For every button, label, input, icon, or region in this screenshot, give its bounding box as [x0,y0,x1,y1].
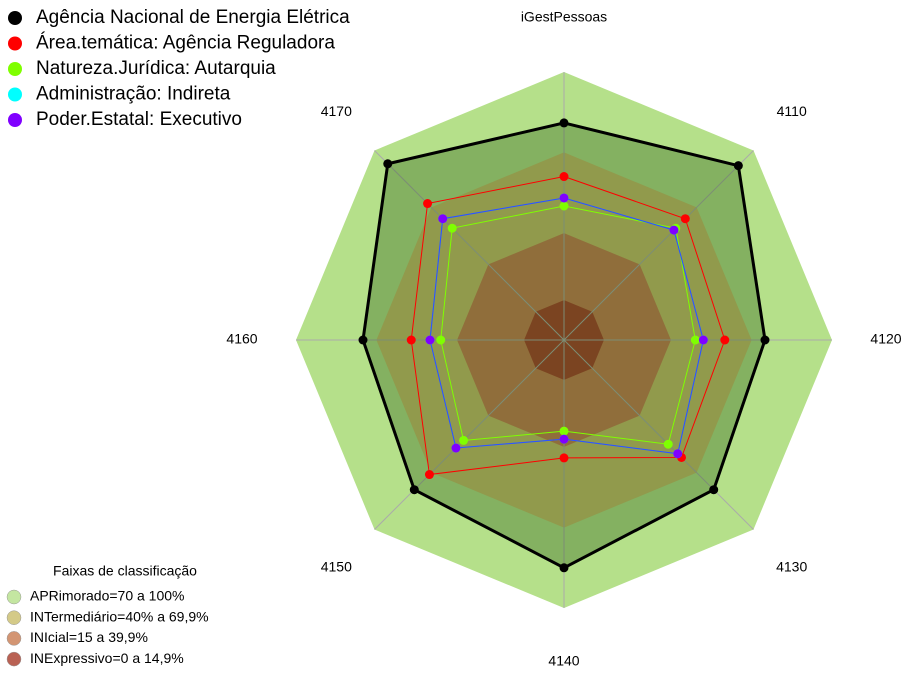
legend-marker [8,87,22,102]
series-point [559,201,569,211]
series-point [436,335,446,345]
axis-label: 4120 [870,331,901,347]
series-point [559,434,569,444]
axis-label: iGestPessoas [521,9,607,25]
series-point [559,193,569,203]
axis-label: 4150 [321,558,352,574]
band-legend-marker [6,589,22,605]
series-point [447,223,457,233]
band-legend-marker [6,651,22,667]
series-point [406,335,416,345]
series-point [459,435,469,445]
band-legend-marker [6,631,22,646]
series-point [760,335,770,345]
legend-label: Poder.Estatal: Executivo [36,109,242,130]
series-point [559,118,569,128]
series-point [383,159,393,169]
series-point [424,470,434,480]
spoke [374,339,565,530]
band-legend-label: INExpressivo=0 a 14,9% [30,650,184,666]
spoke [563,150,754,341]
spoke [563,339,754,530]
series-point [680,214,690,224]
legend-marker [8,36,22,51]
legend-marker [8,11,22,25]
bands-title: Faixas de classificação [53,563,197,579]
series-point [559,563,569,573]
legend-label: Agência Nacional de Energia Elétrica [36,7,350,28]
series-point [423,199,433,209]
series-point [559,453,569,463]
series-point [733,161,743,171]
band-legend-label: INIcial=15 a 39,9% [30,629,148,645]
legend-marker [8,62,22,76]
legend-label: Área.temática: Agência Reguladora [36,33,335,54]
series-point [451,443,461,453]
series-point [720,335,730,345]
band-legend-label: INTermediário=40% a 69,9% [30,608,209,624]
series-point [559,426,569,436]
legend-marker [8,113,22,127]
band-legend-marker [6,610,22,625]
axis-label: 4130 [776,558,807,574]
series-point [709,485,719,495]
series-point [698,335,708,345]
axis-label: 4160 [226,331,257,347]
series-point [663,439,673,449]
axis-label: 4110 [777,103,807,119]
series-point [409,485,419,495]
series-point [438,214,448,224]
series-point [690,335,700,345]
legend-label: Natureza.Jurídica: Autarquia [36,58,276,79]
series-point [425,335,435,345]
band-legend-label: APRimorado=70 a 100% [30,588,185,604]
axis-label: 4170 [321,103,352,119]
legend-label: Administração: Indireta [36,84,231,105]
series-point [559,172,569,182]
series-point [673,449,683,459]
series-point [358,335,368,345]
spoke [374,150,565,341]
axis-label: 4140 [548,653,579,669]
series-point [669,225,679,235]
